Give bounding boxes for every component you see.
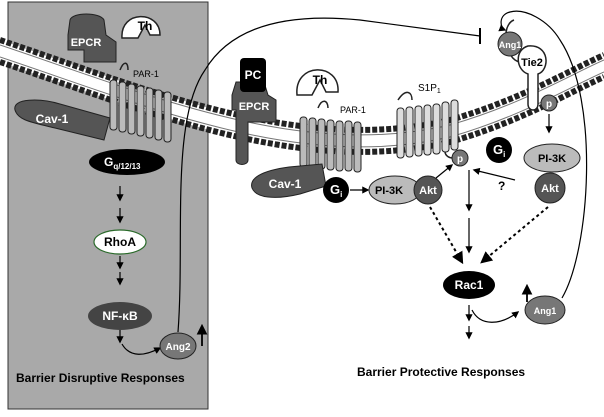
tie2-label: Tie2 bbox=[521, 57, 543, 69]
akt-label-left: Akt bbox=[419, 185, 437, 197]
pi3k-label-left: PI-3K bbox=[375, 185, 403, 197]
gq-protein: Gq/12/13 bbox=[89, 149, 165, 175]
svg-text:Gi: Gi bbox=[493, 142, 505, 159]
gq-subscript: q/12/13 bbox=[113, 162, 141, 171]
svg-text:Gq/12/13: Gq/12/13 bbox=[104, 155, 141, 171]
p-label-center: p bbox=[457, 154, 463, 165]
cav1-left: Cav-1 bbox=[14, 99, 111, 141]
svg-text:Gi: Gi bbox=[330, 182, 342, 199]
gq-label: G bbox=[104, 155, 113, 169]
rac1-node: Rac1 bbox=[443, 271, 495, 299]
phospho-s1p1: p bbox=[444, 149, 469, 167]
epcr-receptor-left: EPCR bbox=[67, 13, 117, 63]
akt-right-to-p-arrow bbox=[472, 167, 516, 181]
gi-label-right: G bbox=[493, 142, 503, 157]
ang1-top: Ang1 bbox=[497, 31, 523, 57]
th-label-left: Th bbox=[138, 19, 153, 33]
pc-label: PC bbox=[245, 68, 262, 82]
gi-protein-right: Gi bbox=[486, 137, 512, 163]
rhoa-node: RhoA bbox=[93, 229, 147, 255]
gi-subscript-right: i bbox=[503, 150, 505, 159]
pi3k-label-right: PI-3K bbox=[538, 153, 566, 165]
p-label-tie2: p bbox=[546, 99, 552, 110]
nfkb-label: NF-κB bbox=[102, 309, 138, 323]
par1-receptor-left bbox=[109, 62, 172, 143]
akt-label-right: Akt bbox=[541, 183, 559, 195]
epcr-receptor-right: PC EPCR bbox=[231, 58, 277, 165]
rac1-label: Rac1 bbox=[455, 278, 484, 292]
epcr-label-right: EPCR bbox=[239, 101, 270, 113]
akt-to-p-arrow bbox=[435, 164, 454, 179]
par1-label-left: PAR-1 bbox=[133, 69, 159, 79]
unknown-link-mark: ? bbox=[498, 179, 505, 193]
par1-label-right: PAR-1 bbox=[340, 105, 366, 115]
disruptive-caption: Barrier Disruptive Responses bbox=[16, 371, 185, 385]
ang2-label: Ang2 bbox=[166, 342, 191, 353]
s1p1-label: S1P bbox=[418, 83, 437, 94]
ang2-node: Ang2 bbox=[159, 332, 197, 360]
s1p1-subscript: 1 bbox=[437, 88, 441, 95]
rhoa-label: RhoA bbox=[104, 235, 136, 249]
gi-protein-left: Gi bbox=[323, 177, 349, 203]
gi-subscript-left: i bbox=[340, 190, 342, 199]
thrombin-right: Th bbox=[296, 69, 339, 96]
arrows-left bbox=[116, 186, 208, 355]
epcr-label-left: EPCR bbox=[71, 37, 102, 49]
cav1-label-left: Cav-1 bbox=[36, 112, 69, 126]
par1-receptor-right bbox=[299, 100, 362, 173]
thrombin-left: Th bbox=[121, 15, 161, 39]
pi3k-right: PI-3K bbox=[523, 143, 581, 173]
arrows-right bbox=[429, 10, 588, 340]
cav1-right: Cav-1 bbox=[251, 163, 327, 198]
akt-left: Akt bbox=[413, 175, 443, 205]
ang1-label-top: Ang1 bbox=[499, 40, 522, 50]
ang2-inhibition-line bbox=[177, 17, 481, 333]
th-label-right: Th bbox=[313, 73, 328, 87]
cav1-label-right: Cav-1 bbox=[269, 177, 302, 191]
akt-right: Akt bbox=[534, 172, 566, 204]
protective-caption: Barrier Protective Responses bbox=[357, 365, 525, 379]
s1p1-receptor bbox=[396, 91, 459, 159]
gi-label-left: G bbox=[330, 182, 340, 197]
svg-text:S1P1: S1P1 bbox=[418, 83, 441, 95]
tie2-receptor: Tie2 bbox=[505, 19, 547, 111]
ang1-label-bottom: Ang1 bbox=[534, 306, 557, 316]
pi3k-left: PI-3K bbox=[368, 175, 422, 205]
phospho-tie2: p bbox=[540, 94, 558, 112]
ang1-bottom: Ang1 bbox=[524, 295, 566, 325]
nfkb-node: NF-κB bbox=[88, 302, 152, 330]
